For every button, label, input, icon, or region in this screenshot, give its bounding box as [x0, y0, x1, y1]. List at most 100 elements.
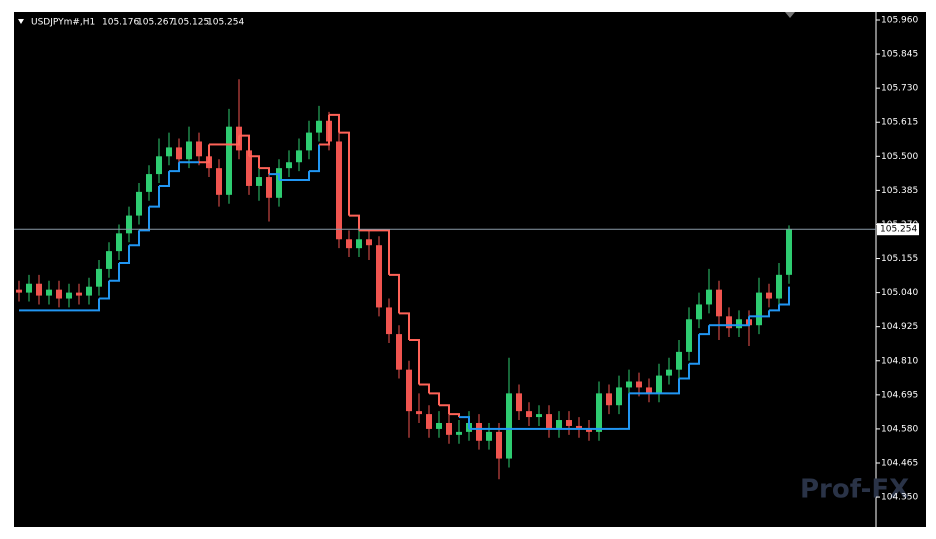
candle-body: [706, 289, 712, 305]
indicator-segment: [109, 262, 120, 282]
y-tick-label: 105.500: [881, 152, 918, 162]
candle-body: [266, 177, 272, 198]
indicator-segment: [379, 229, 390, 275]
candle-body: [376, 245, 382, 308]
candle-body: [96, 268, 102, 287]
candle-body: [196, 141, 202, 157]
indicator-segment: [419, 383, 430, 394]
candle-body: [496, 431, 502, 459]
candle-body: [356, 239, 362, 249]
y-tick-label: 104.925: [881, 322, 918, 332]
candle-body: [586, 428, 592, 432]
candle-body: [366, 239, 372, 246]
candle-body: [536, 414, 542, 418]
candle-body: [546, 414, 552, 429]
chart-area: [14, 12, 926, 527]
indicator-segment: [229, 135, 240, 146]
candle-body: [506, 393, 512, 459]
candle-body: [476, 422, 482, 441]
indicator-segment: [619, 393, 630, 430]
candle-body: [596, 393, 602, 432]
candle-body: [126, 215, 132, 234]
menu-arrow[interactable]: [18, 19, 24, 24]
symbol: USDJPYm#,H1: [31, 18, 95, 28]
candle-body: [756, 292, 762, 326]
y-tick-label: 104.350: [881, 493, 918, 503]
indicator-segment: [259, 167, 270, 175]
candle-body: [666, 369, 672, 376]
candle-body: [116, 233, 122, 252]
candle-body: [456, 431, 462, 435]
candle-body: [226, 126, 232, 195]
indicator-segment: [439, 404, 450, 415]
candle-body: [306, 132, 312, 151]
indicator-segment: [159, 171, 170, 187]
candle-body: [286, 162, 292, 169]
indicator-segment: [99, 280, 110, 300]
y-tick-label: 104.465: [881, 458, 918, 468]
candle-body: [526, 411, 532, 418]
candle-body: [676, 351, 682, 370]
candle-body: [216, 168, 222, 195]
candle-body: [656, 375, 662, 394]
y-tick-label: 104.695: [881, 390, 918, 400]
indicator-segment: [249, 155, 260, 169]
y-tick-label: 104.810: [881, 356, 918, 366]
candle-body: [416, 411, 422, 415]
candle-body: [86, 286, 92, 296]
candle-body: [26, 283, 32, 293]
candle-body: [36, 283, 42, 296]
indicator-segment: [239, 134, 250, 157]
candle-body: [16, 289, 22, 293]
header-high: 105.267: [137, 18, 174, 28]
indicator-segment: [319, 114, 330, 146]
indicator-segment: [119, 245, 130, 264]
candle-body: [686, 319, 692, 352]
candle-body: [636, 381, 642, 388]
indicator-segment: [669, 378, 680, 395]
candle-body: [66, 292, 72, 299]
candle-body: [346, 239, 352, 249]
candle-body: [446, 422, 452, 435]
indicator-segment: [329, 113, 340, 133]
indicator-segment: [699, 325, 710, 336]
indicator-segment: [689, 334, 700, 365]
candle-body: [176, 147, 182, 160]
shift-marker: [785, 12, 795, 18]
y-tick-label: 105.155: [881, 254, 918, 264]
header-close: 105.254: [207, 18, 244, 28]
candle-body: [716, 289, 722, 317]
candle-body: [776, 274, 782, 299]
price-label-box: [877, 223, 919, 236]
indicator-segment: [389, 273, 400, 314]
candle-body: [56, 289, 62, 299]
indicator-segment: [429, 392, 440, 406]
indicator-segment: [769, 304, 780, 312]
indicator-segment: [269, 173, 280, 181]
indicator-segment: [739, 316, 750, 327]
y-tick-label: 105.615: [881, 118, 918, 128]
candle-body: [786, 229, 792, 275]
candle-body: [106, 251, 112, 269]
candle-body: [276, 168, 282, 198]
candle-body: [156, 156, 162, 175]
header-low: 105.125: [172, 18, 209, 28]
y-tick-label: 105.385: [881, 186, 918, 196]
candle-body: [396, 334, 402, 370]
indicator-segment: [139, 206, 150, 232]
candle-body: [186, 141, 192, 160]
candle-body: [566, 420, 572, 426]
indicator-segment: [679, 363, 690, 380]
candle-body: [736, 319, 742, 329]
price-label: 105.254: [880, 225, 917, 235]
candle-body: [316, 120, 322, 133]
indicator-segment: [759, 310, 770, 318]
candle-body: [406, 369, 412, 412]
candle-body: [696, 304, 702, 320]
candle-body: [146, 174, 152, 192]
candle-body: [576, 425, 582, 429]
candle-body: [726, 316, 732, 329]
candle-body: [606, 393, 612, 406]
indicator-segment: [169, 162, 180, 173]
